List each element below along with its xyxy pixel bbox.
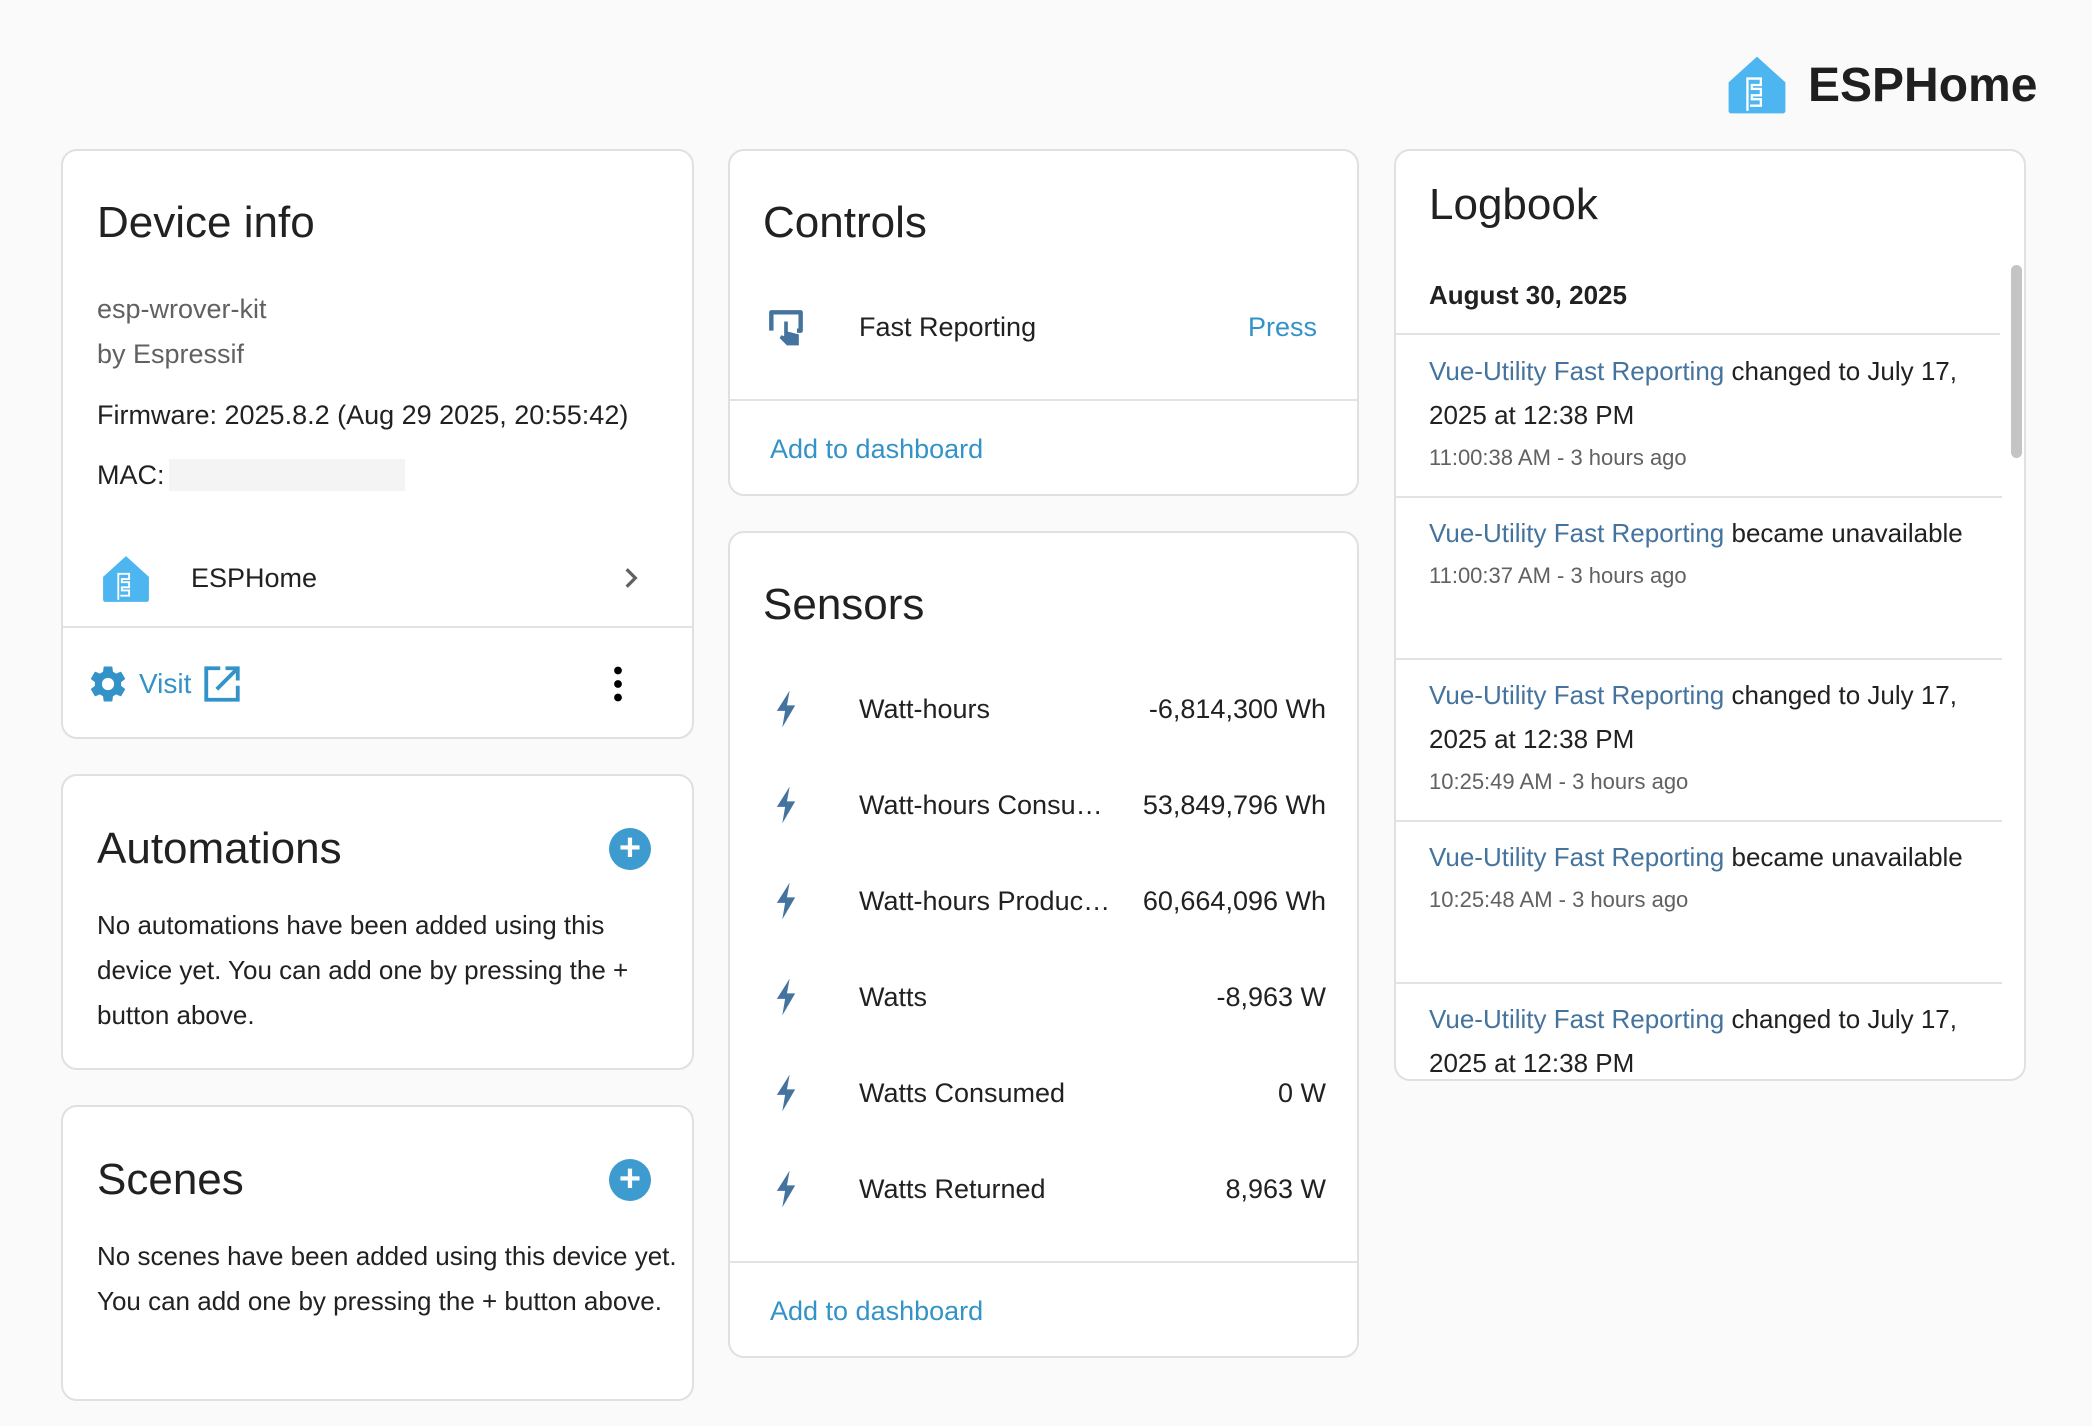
- dots-vertical-icon: [614, 666, 622, 702]
- automations-empty-text: No automations have been added using thi…: [97, 910, 629, 1030]
- card-title: Controls: [763, 198, 927, 247]
- sensor-name: Watts: [859, 982, 928, 1012]
- device-info-card: Device info esp-wrover-kit by Espressif …: [61, 149, 694, 739]
- esphome-icon: [103, 556, 149, 602]
- logbook-time: 11:00:37 AM - 3 hours ago: [1429, 563, 1687, 588]
- device-manufacturer: by Espressif: [97, 339, 245, 369]
- gesture-tap-button-icon: [769, 310, 830, 376]
- card-title: Logbook: [1429, 180, 1598, 229]
- add-to-dashboard-button[interactable]: Add to dashboard: [770, 434, 984, 464]
- add-to-dashboard-button[interactable]: Add to dashboard: [770, 1296, 984, 1326]
- sensor-row[interactable]: Watt-hours Produc… 60,664,096 Wh: [730, 861, 1357, 941]
- add-scene-button[interactable]: +: [609, 1159, 651, 1201]
- visit-label: Visit: [139, 668, 192, 699]
- card-title: Scenes: [97, 1155, 244, 1204]
- sensor-name: Watt-hours Produc…: [859, 886, 1111, 916]
- sensor-name: Watts Consumed: [859, 1078, 1066, 1108]
- divider: [1396, 982, 2002, 984]
- controls-card: Controls Fast Reporting Press Add to das…: [728, 149, 1359, 496]
- sensor-row[interactable]: Watts -8,963 W: [730, 957, 1357, 1037]
- logbook-time: 10:25:48 AM - 3 hours ago: [1429, 887, 1689, 912]
- flash-icon: [776, 882, 830, 950]
- sensor-value: 53,849,796 Wh: [1142, 790, 1326, 820]
- logbook-message: changed to July 17, 2025 at 12:38 PM: [1429, 356, 1957, 430]
- sensor-name: Watt-hours: [859, 694, 991, 724]
- logbook-entity-link[interactable]: Vue-Utility Fast Reporting: [1429, 680, 1725, 710]
- sensors-card: Sensors Watt-hours -6,814,300 Wh Watt-ho…: [728, 531, 1359, 1358]
- logbook-time: 11:00:38 AM - 3 hours ago: [1429, 445, 1687, 470]
- sensor-name: Watts Returned: [859, 1174, 1046, 1204]
- sensor-name: Watt-hours Consu…: [859, 790, 1103, 820]
- firmware-version: Firmware: 2025.8.2 (Aug 29 2025, 20:55:4…: [97, 400, 629, 430]
- logbook-message: became unavailable: [1731, 518, 1963, 548]
- brand-name: ESPHome: [1808, 58, 2038, 112]
- overflow-menu-button[interactable]: [603, 666, 633, 702]
- flash-icon: [776, 786, 830, 854]
- integration-name: ESPHome: [191, 563, 318, 593]
- logbook-entry: Vue-Utility Fast Reporting changed to Ju…: [1429, 997, 1989, 1079]
- integration-row[interactable]: ESPHome: [63, 536, 692, 620]
- press-button[interactable]: Press: [1247, 312, 1317, 342]
- logbook-entry: Vue-Utility Fast Reporting became unavai…: [1429, 835, 1989, 921]
- sensor-row[interactable]: Watt-hours -6,814,300 Wh: [730, 669, 1357, 749]
- mac-address-redacted: [169, 459, 405, 491]
- divider: [1396, 496, 2002, 498]
- sensor-row[interactable]: Watt-hours Consu… 53,849,796 Wh: [730, 765, 1357, 845]
- divider: [1396, 658, 2002, 660]
- logbook-message: became unavailable: [1731, 842, 1963, 872]
- logbook-message: changed to July 17, 2025 at 12:38 PM: [1429, 1004, 1957, 1078]
- chevron-right-icon: [625, 568, 638, 588]
- sensor-value: -6,814,300 Wh: [1148, 694, 1326, 724]
- logbook-scrollbar[interactable]: [2011, 265, 2022, 458]
- automations-card: Automations + No automations have been a…: [61, 774, 694, 1070]
- divider: [1396, 820, 2002, 822]
- logbook-entity-link[interactable]: Vue-Utility Fast Reporting: [1429, 356, 1725, 386]
- card-title: Sensors: [763, 580, 925, 629]
- logbook-entry: Vue-Utility Fast Reporting changed to Ju…: [1429, 673, 1989, 803]
- logbook-time: 10:25:49 AM - 3 hours ago: [1429, 769, 1689, 794]
- logbook-entry: Vue-Utility Fast Reporting became unavai…: [1429, 511, 1989, 597]
- sensor-value: 0 W: [1277, 1078, 1326, 1108]
- flash-icon: [776, 978, 830, 1046]
- device-model: esp-wrover-kit: [97, 294, 267, 324]
- logbook-entry: Vue-Utility Fast Reporting changed to Ju…: [1429, 349, 1989, 479]
- esphome-logo-icon: [1728, 56, 1786, 114]
- sensor-value: 60,664,096 Wh: [1142, 886, 1326, 916]
- open-in-new-icon: [204, 666, 241, 702]
- visit-button[interactable]: Visit: [87, 661, 243, 707]
- flash-icon: [776, 1170, 830, 1238]
- logbook-entity-link[interactable]: Vue-Utility Fast Reporting: [1429, 842, 1725, 872]
- plus-icon: +: [618, 1158, 642, 1200]
- brand-header: ESPHome: [1726, 54, 2037, 116]
- gear-icon: [90, 666, 126, 702]
- sensor-row[interactable]: Watts Returned 8,963 W: [730, 1149, 1357, 1229]
- scenes-card: Scenes + No scenes have been added using…: [61, 1105, 694, 1401]
- logbook-date: August 30, 2025: [1429, 280, 1627, 310]
- logbook-list[interactable]: Vue-Utility Fast Reporting changed to Ju…: [1396, 335, 2024, 1079]
- logbook-message: changed to July 17, 2025 at 12:38 PM: [1429, 680, 1957, 754]
- card-title: Device info: [97, 198, 315, 247]
- logbook-entity-link[interactable]: Vue-Utility Fast Reporting: [1429, 518, 1725, 548]
- sensor-value: 8,963 W: [1225, 1174, 1326, 1204]
- add-automation-button[interactable]: +: [609, 828, 651, 870]
- sensor-value: -8,963 W: [1216, 982, 1326, 1012]
- flash-icon: [776, 1074, 830, 1142]
- scenes-empty-text: No scenes have been added using this dev…: [97, 1241, 677, 1316]
- logbook-card: Logbook August 30, 2025 Vue-Utility Fast…: [1394, 149, 2026, 1081]
- mac-label: MAC:: [97, 460, 165, 490]
- flash-icon: [776, 690, 830, 758]
- logbook-entity-link[interactable]: Vue-Utility Fast Reporting: [1429, 1004, 1725, 1034]
- sensor-row[interactable]: Watts Consumed 0 W: [730, 1053, 1357, 1133]
- control-name: Fast Reporting: [859, 312, 1037, 342]
- plus-icon: +: [618, 827, 642, 869]
- card-title: Automations: [97, 824, 342, 873]
